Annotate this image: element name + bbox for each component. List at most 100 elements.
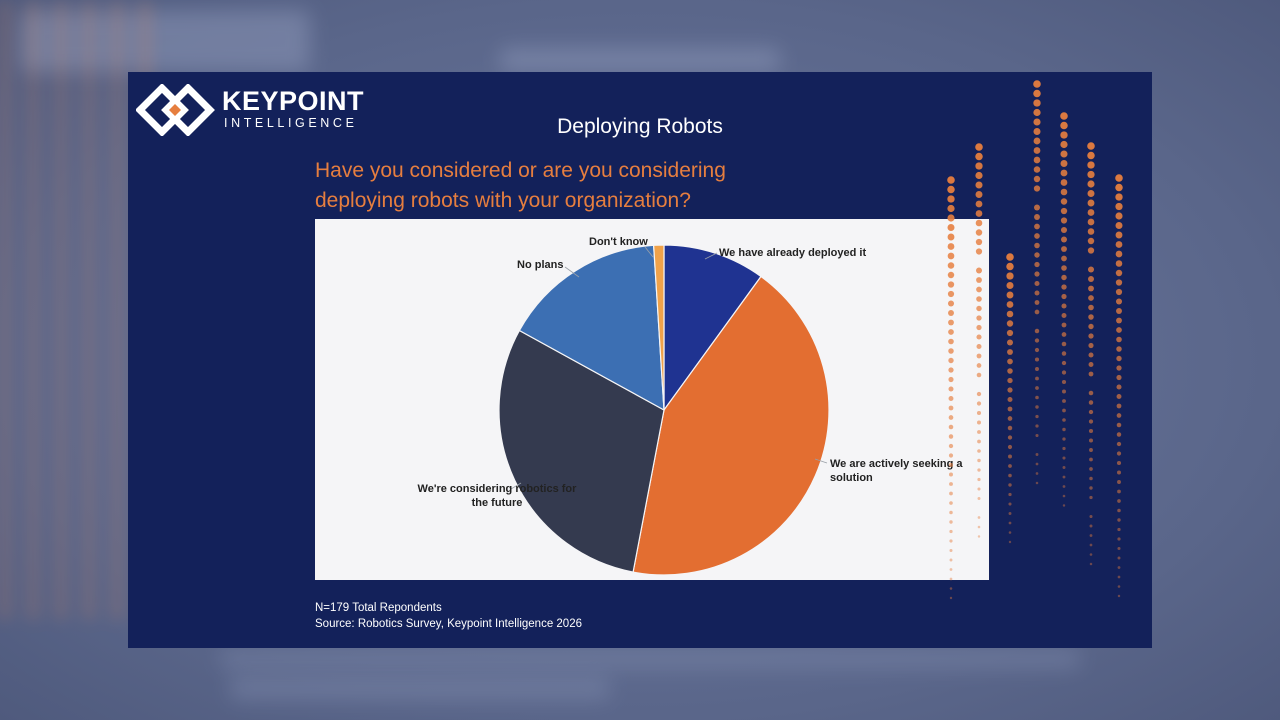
decorative-dot bbox=[947, 271, 955, 279]
decorative-dot bbox=[1115, 174, 1123, 182]
decorative-dot bbox=[1006, 281, 1014, 290]
decorative-dot bbox=[1116, 365, 1122, 371]
decorative-dot bbox=[1062, 475, 1066, 479]
decorative-dot bbox=[1007, 368, 1013, 374]
decorative-dot bbox=[1115, 193, 1123, 201]
decorative-dot bbox=[1034, 233, 1040, 239]
decorative-dot bbox=[1061, 303, 1067, 309]
pie-label-line: We are actively seeking a bbox=[830, 458, 963, 470]
decorative-dot bbox=[947, 176, 955, 184]
decorative-dot bbox=[1006, 291, 1014, 299]
pie-label: We have already deployed it bbox=[719, 247, 866, 259]
decorative-dot bbox=[949, 510, 953, 515]
decorative-dot bbox=[1006, 262, 1014, 271]
leader-line bbox=[644, 246, 654, 258]
decorative-dot bbox=[1116, 384, 1122, 390]
decorative-dot bbox=[948, 338, 954, 345]
pie-slice-we-are-actively-seeking-a-solution bbox=[632, 275, 830, 576]
decorative-dot bbox=[1060, 217, 1068, 224]
decorative-dot bbox=[1088, 304, 1094, 311]
decorative-dot bbox=[1115, 221, 1123, 230]
decorative-dot bbox=[1087, 170, 1095, 179]
decorative-dot bbox=[1116, 327, 1122, 333]
decorative-dot bbox=[1089, 534, 1093, 537]
pie-chart-panel: We have already deployed it We are active… bbox=[315, 219, 989, 580]
decorative-dot bbox=[1008, 502, 1012, 506]
decorative-dot bbox=[947, 281, 955, 288]
decorative-dot bbox=[1034, 347, 1040, 353]
slide-footer: N=179 Total Repondents Source: Robotics … bbox=[315, 600, 582, 632]
decorative-dot bbox=[1087, 228, 1095, 235]
decorative-dot bbox=[976, 344, 982, 349]
decorative-dot bbox=[1087, 189, 1095, 198]
decorative-dot bbox=[1061, 255, 1067, 262]
decorative-dot bbox=[1116, 441, 1122, 447]
decorative-dot bbox=[1035, 433, 1039, 438]
decorative-dot bbox=[1061, 379, 1067, 385]
decorative-dot bbox=[1062, 418, 1066, 422]
decorative-dot bbox=[1117, 518, 1121, 522]
decorative-dot bbox=[977, 497, 981, 500]
decorative-dot bbox=[977, 439, 981, 444]
decorative-dot bbox=[949, 472, 953, 477]
decorative-dot bbox=[1087, 237, 1095, 245]
decorative-dot bbox=[1115, 250, 1123, 258]
decorative-dot bbox=[1035, 376, 1039, 381]
backdrop-blur-title bbox=[500, 48, 780, 72]
decorative-dot bbox=[1062, 399, 1066, 403]
decorative-dot bbox=[947, 204, 955, 213]
decorative-dot bbox=[1008, 521, 1012, 525]
decorative-dot bbox=[975, 238, 983, 246]
decorative-dot bbox=[1117, 508, 1121, 513]
decorative-dot bbox=[1087, 180, 1095, 188]
backdrop-blur-footer bbox=[220, 650, 1080, 668]
decorative-dot bbox=[1034, 252, 1040, 258]
decorative-dot bbox=[1033, 147, 1041, 154]
decorative-dot bbox=[1033, 80, 1041, 88]
leader-line bbox=[510, 482, 522, 490]
decorative-dot bbox=[1035, 386, 1039, 390]
decorative-dot bbox=[1062, 389, 1066, 394]
decorative-dot bbox=[1060, 198, 1068, 205]
decorative-dot bbox=[1115, 241, 1123, 248]
decorative-dot bbox=[1089, 562, 1093, 566]
decorative-dot bbox=[1089, 448, 1093, 452]
decorative-dot bbox=[1034, 328, 1040, 334]
leader-line bbox=[704, 252, 718, 260]
decorative-dot bbox=[947, 252, 955, 260]
decorative-dot bbox=[948, 329, 954, 335]
decorative-dot bbox=[1115, 260, 1123, 267]
decorative-dot bbox=[949, 520, 953, 524]
decorative-dot bbox=[975, 210, 983, 217]
pie-label-line: the future bbox=[472, 497, 523, 509]
decorative-dot bbox=[1007, 406, 1013, 412]
decorative-dot bbox=[1035, 414, 1039, 419]
decorative-dot bbox=[1089, 457, 1093, 462]
decorative-dot bbox=[1033, 118, 1041, 126]
decorative-dot bbox=[1006, 329, 1014, 337]
logo-subtitle: INTELLIGENCE bbox=[224, 116, 358, 130]
decorative-dot bbox=[948, 396, 954, 401]
decorative-dot bbox=[975, 219, 983, 227]
pie-slice-we-re-considering-robotics-for-the-future bbox=[498, 329, 665, 573]
decorative-dot bbox=[948, 386, 954, 392]
decorative-dot bbox=[1035, 472, 1039, 475]
decorative-dot bbox=[1116, 308, 1122, 314]
decorative-dot bbox=[1061, 236, 1067, 243]
decorative-dot bbox=[977, 535, 981, 538]
pie-slice-we-have-already-deployed-it bbox=[663, 244, 762, 412]
decorative-dot bbox=[947, 185, 955, 194]
decorative-dot bbox=[1088, 409, 1094, 415]
decorative-dot bbox=[1088, 333, 1094, 339]
decorative-dot bbox=[1033, 185, 1041, 192]
decorative-dot bbox=[1115, 279, 1123, 286]
decorative-dot bbox=[1116, 432, 1122, 437]
pie-slice-don-t-know bbox=[653, 244, 665, 411]
decorative-dot bbox=[1117, 575, 1121, 579]
decorative-dot bbox=[1062, 408, 1066, 413]
decorative-dot bbox=[1089, 524, 1093, 528]
decorative-dot bbox=[1035, 481, 1039, 485]
decorative-dot bbox=[1061, 351, 1067, 356]
pie-slice-no-plans bbox=[518, 244, 665, 412]
decorative-dot bbox=[975, 152, 983, 161]
